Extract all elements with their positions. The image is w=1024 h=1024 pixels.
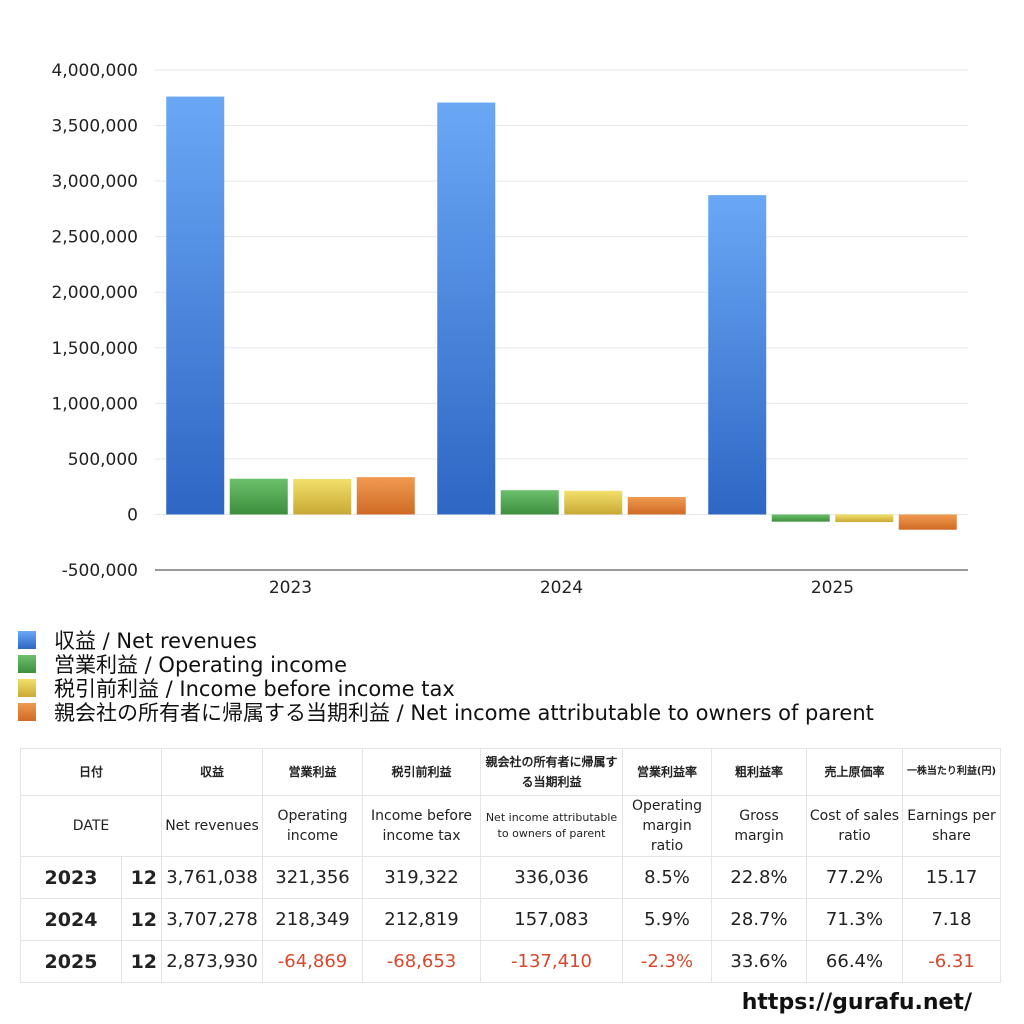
x-tick-label: 2025 [811,578,854,598]
header-operating-income-ja: 営業利益 [262,748,364,796]
y-tick-label: 2,500,000 [51,228,138,248]
legend-swatch [18,679,36,697]
header-gross-margin-ja: 粗利益率 [711,748,808,796]
table-row: 2025 12 2,873,930 -64,869 -68,653 -137,4… [20,940,1002,983]
bar-2024-series-3 [627,496,686,515]
y-tick-label: -500,000 [62,561,138,581]
cell-cost-ratio: 71.3% [806,898,904,941]
bar-2025-series-0 [708,195,767,515]
header-cost-ratio-en: Cost of sales ratio [806,795,904,857]
row-month: 12 [120,940,163,983]
bar-2024-series-1 [500,490,559,515]
x-tick-label: 2023 [269,578,312,598]
header-date-en: DATE [19,795,163,857]
header-operating-margin-ja: 営業利益率 [622,748,713,796]
cell-income-before-tax: 212,819 [362,898,482,941]
legend-item-operating-income: 営業利益 / Operating income [18,652,874,677]
bar-2023-series-0 [166,96,225,515]
table-header-row-en: DATE Net revenues Operating income Incom… [19,795,1002,857]
header-net-revenues-en: Net revenues [161,795,264,857]
cell-net-income: 336,036 [480,856,624,899]
cell-gross-margin: 28.7% [711,898,808,941]
y-tick-label: 3,500,000 [51,117,138,137]
cell-gross-margin: 33.6% [711,940,808,983]
bar-2023-series-3 [356,477,415,515]
cell-cost-ratio: 77.2% [806,856,904,899]
cell-cost-ratio: 66.4% [806,940,904,983]
cell-operating-income: 218,349 [262,898,364,941]
header-cost-ratio-ja: 売上原価率 [806,748,904,796]
header-eps-ja: 一株当たり利益(円) [902,748,1002,796]
header-net-revenues-ja: 収益 [161,748,264,796]
legend-item-net-income: 親会社の所有者に帰属する当期利益 / Net income attributab… [18,700,874,725]
bar-2023-series-1 [229,478,288,515]
y-tick-label: 1,500,000 [51,339,138,359]
bar-2024-series-2 [564,490,623,515]
bar-2025-series-2 [835,514,894,523]
row-year: 2023 [20,856,122,899]
legend-item-net-revenues: 収益 / Net revenues [18,628,874,653]
cell-operating-margin: 5.9% [622,898,713,941]
cell-eps: 7.18 [902,898,1002,941]
cell-operating-income: 321,356 [262,856,364,899]
header-net-income-en: Net income attributable to owners of par… [480,795,624,857]
source-url: https://gurafu.net/ [741,990,972,1015]
legend-label: 営業利益 / Operating income [54,653,348,677]
cell-operating-margin: -2.3% [622,940,713,983]
cell-net-revenues: 3,707,278 [161,898,264,941]
legend-label: 税引前利益 / Income before income tax [54,677,455,701]
header-income-before-tax-en: Income before income tax [362,795,482,857]
cell-gross-margin: 22.8% [711,856,808,899]
legend-swatch [18,655,36,673]
cell-income-before-tax: -68,653 [362,940,482,983]
cell-eps: -6.31 [902,940,1002,983]
cell-income-before-tax: 319,322 [362,856,482,899]
bar-2025-series-3 [898,514,957,530]
y-tick-label: 3,000,000 [51,172,138,192]
row-year: 2025 [20,940,122,983]
table-header-row-ja: 日付 収益 営業利益 税引前利益 親会社の所有者に帰属する当期利益 営業利益率 … [19,748,1002,796]
table-row: 2023 12 3,761,038 321,356 319,322 336,03… [20,856,1002,899]
bars [166,96,957,530]
financial-data-table: 日付 収益 営業利益 税引前利益 親会社の所有者に帰属する当期利益 営業利益率 … [19,748,1002,983]
legend-swatch [18,631,36,649]
cell-operating-margin: 8.5% [622,856,713,899]
x-axis-ticks: 2023 2024 2025 [269,578,854,598]
y-tick-label: 4,000,000 [51,61,138,81]
cell-net-income: -137,410 [480,940,624,983]
y-tick-label: 1,000,000 [51,394,138,414]
header-income-before-tax-ja: 税引前利益 [362,748,482,796]
row-month: 12 [120,856,163,899]
cell-eps: 15.17 [902,856,1002,899]
legend-label: 親会社の所有者に帰属する当期利益 / Net income attributab… [54,701,874,725]
row-year: 2024 [20,898,122,941]
bar-2023-series-2 [293,478,352,515]
bar-chart: 4,000,000 3,500,000 3,000,000 2,500,000 2,00… [51,61,968,598]
table-row: 2024 12 3,707,278 218,349 212,819 157,08… [20,898,1002,941]
bar-2024-series-0 [437,102,496,515]
row-month: 12 [120,898,163,941]
cell-net-income: 157,083 [480,898,624,941]
legend-label: 収益 / Net revenues [54,629,257,653]
legend-item-income-before-tax: 税引前利益 / Income before income tax [18,676,874,701]
y-tick-label: 2,000,000 [51,283,138,303]
header-date-ja: 日付 [19,748,163,796]
header-gross-margin-en: Gross margin [711,795,808,857]
x-tick-label: 2024 [540,578,583,598]
legend-swatch [18,703,36,721]
header-eps-en: Earnings per share [902,795,1002,857]
y-tick-label: 500,000 [68,450,138,470]
header-net-income-ja: 親会社の所有者に帰属する当期利益 [480,748,624,796]
cell-operating-income: -64,869 [262,940,364,983]
header-operating-margin-en: Operating margin ratio [622,795,713,857]
cell-net-revenues: 2,873,930 [161,940,264,983]
y-tick-label: 0 [127,505,138,525]
y-axis-ticks: 4,000,000 3,500,000 3,000,000 2,500,000 2,00… [51,61,138,581]
bar-2025-series-1 [771,514,830,522]
legend: 収益 / Net revenues 営業利益 / Operating incom… [18,628,874,725]
cell-net-revenues: 3,761,038 [161,856,264,899]
header-operating-income-en: Operating income [262,795,364,857]
